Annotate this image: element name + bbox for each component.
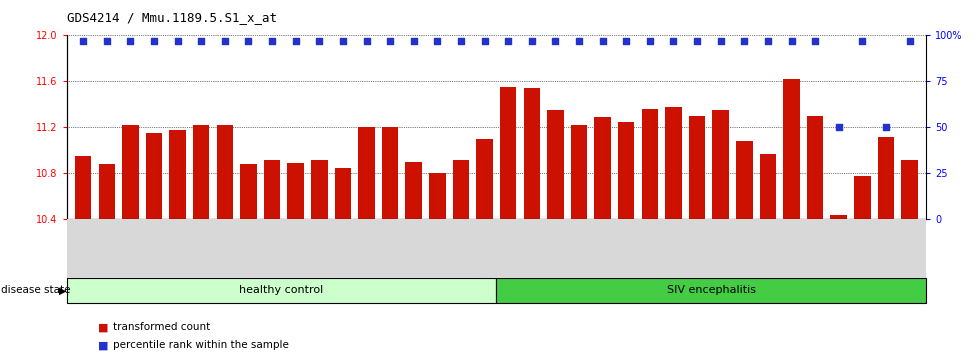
Point — [831, 125, 847, 130]
Point — [878, 125, 894, 130]
Point — [736, 38, 752, 44]
Bar — [855, 176, 870, 219]
Point — [712, 38, 728, 44]
Text: GDS4214 / Mmu.1189.5.S1_x_at: GDS4214 / Mmu.1189.5.S1_x_at — [67, 11, 276, 24]
Point — [241, 38, 257, 44]
Point — [288, 38, 304, 44]
Point — [476, 38, 492, 44]
Point — [665, 38, 681, 44]
Point — [193, 38, 209, 44]
Point — [902, 38, 917, 44]
Point — [808, 38, 823, 44]
Point — [548, 38, 564, 44]
Text: healthy control: healthy control — [239, 285, 323, 295]
Point — [265, 38, 280, 44]
Bar — [170, 130, 186, 219]
Point — [784, 38, 800, 44]
Point — [312, 38, 327, 44]
Text: disease state: disease state — [1, 285, 71, 295]
Point — [406, 38, 421, 44]
Bar — [193, 125, 210, 219]
Bar — [99, 164, 115, 219]
Text: transformed count: transformed count — [113, 322, 210, 332]
Bar — [547, 110, 563, 219]
Bar — [382, 127, 399, 219]
Bar — [570, 125, 587, 219]
Bar — [146, 133, 163, 219]
Bar — [240, 164, 257, 219]
Point — [170, 38, 185, 44]
Point — [122, 38, 138, 44]
Bar — [406, 162, 422, 219]
Bar — [67, 278, 497, 303]
Bar — [594, 117, 611, 219]
Bar — [264, 160, 280, 219]
Point — [335, 38, 351, 44]
Text: percentile rank within the sample: percentile rank within the sample — [113, 340, 288, 350]
Bar — [783, 79, 800, 219]
Point — [524, 38, 540, 44]
Point — [855, 38, 870, 44]
Bar — [807, 116, 823, 219]
Point — [689, 38, 705, 44]
Bar — [359, 127, 374, 219]
Bar — [712, 110, 729, 219]
Bar — [642, 109, 659, 219]
Bar — [523, 88, 540, 219]
Bar — [429, 173, 446, 219]
Bar — [500, 87, 516, 219]
Bar — [736, 141, 753, 219]
Bar — [878, 137, 894, 219]
Bar — [453, 160, 469, 219]
Bar — [74, 156, 91, 219]
Point — [99, 38, 115, 44]
Text: SIV encephalitis: SIV encephalitis — [666, 285, 756, 295]
Point — [146, 38, 162, 44]
Point — [595, 38, 611, 44]
Text: ▶: ▶ — [59, 285, 67, 295]
Bar — [476, 139, 493, 219]
Bar — [287, 163, 304, 219]
Point — [501, 38, 516, 44]
Text: ■: ■ — [98, 340, 109, 350]
Bar — [902, 160, 918, 219]
Point — [359, 38, 374, 44]
Bar — [217, 125, 233, 219]
Bar — [311, 160, 327, 219]
Bar — [830, 215, 847, 219]
Point — [453, 38, 468, 44]
Bar — [334, 168, 351, 219]
Point — [642, 38, 658, 44]
Point — [382, 38, 398, 44]
Point — [75, 38, 91, 44]
Point — [571, 38, 587, 44]
Point — [429, 38, 445, 44]
Bar — [618, 122, 634, 219]
Bar — [760, 154, 776, 219]
Point — [217, 38, 232, 44]
Bar — [689, 116, 706, 219]
Bar — [122, 125, 138, 219]
Point — [618, 38, 634, 44]
Bar — [497, 278, 926, 303]
Point — [760, 38, 776, 44]
Bar — [665, 107, 682, 219]
Text: ■: ■ — [98, 322, 109, 332]
